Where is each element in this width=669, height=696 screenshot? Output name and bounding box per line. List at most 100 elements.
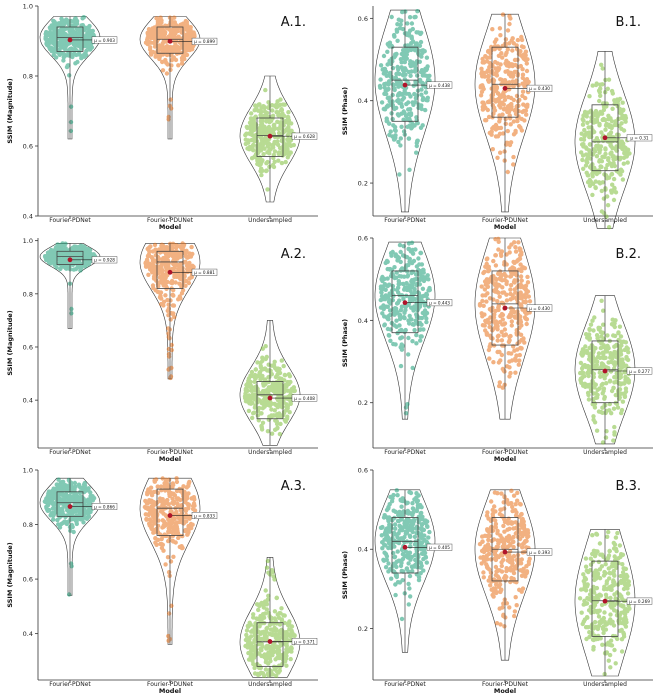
- data-point: [387, 132, 392, 138]
- data-point: [82, 42, 87, 47]
- data-point: [486, 48, 491, 54]
- data-point: [176, 63, 181, 68]
- data-point: [418, 39, 424, 45]
- data-point: [163, 480, 168, 486]
- data-point: [595, 114, 600, 120]
- data-point: [77, 484, 83, 490]
- data-point: [185, 532, 190, 537]
- data-point: [616, 132, 621, 138]
- data-point: [509, 351, 514, 356]
- data-point: [492, 108, 498, 113]
- data-point: [53, 29, 58, 35]
- data-point: [497, 113, 502, 118]
- data-point: [387, 308, 393, 313]
- data-point: [385, 62, 390, 67]
- mean-label: μ = 0.866: [94, 504, 115, 509]
- data-point: [399, 124, 404, 129]
- data-point: [264, 161, 269, 166]
- data-point: [498, 33, 503, 38]
- data-point: [386, 79, 392, 84]
- data-point: [582, 363, 587, 368]
- data-point: [44, 38, 49, 43]
- data-point: [276, 126, 281, 131]
- data-point: [252, 385, 258, 390]
- data-point: [389, 14, 394, 20]
- y-tick-label: 1.0: [23, 237, 33, 245]
- data-point: [508, 274, 513, 279]
- data-point: [268, 616, 273, 621]
- data-point: [504, 63, 510, 68]
- data-point: [252, 637, 257, 643]
- data-point: [599, 334, 604, 339]
- data-point: [495, 155, 500, 160]
- data-point: [158, 15, 163, 20]
- data-point: [591, 371, 596, 376]
- data-point: [257, 162, 262, 168]
- data-point: [610, 182, 615, 187]
- data-point: [504, 252, 509, 257]
- data-point: [152, 529, 157, 535]
- data-point: [596, 180, 602, 185]
- data-point: [399, 347, 405, 352]
- data-point: [278, 643, 283, 648]
- data-point: [145, 506, 150, 512]
- data-point: [427, 287, 432, 293]
- data-point: [88, 254, 93, 260]
- data-point: [412, 286, 417, 292]
- data-point: [603, 435, 609, 440]
- mean-label-box: [191, 512, 218, 519]
- data-point: [503, 116, 508, 122]
- strip-points: [243, 558, 297, 678]
- data-point: [147, 245, 152, 250]
- data-point: [155, 523, 161, 528]
- data-point: [260, 158, 265, 163]
- data-point: [505, 128, 510, 134]
- data-point: [527, 299, 533, 304]
- data-point: [174, 531, 179, 536]
- data-point: [67, 27, 73, 32]
- data-point: [424, 292, 430, 297]
- data-point: [171, 293, 176, 298]
- data-point: [487, 296, 493, 301]
- data-point: [408, 59, 413, 64]
- data-point: [148, 50, 154, 56]
- data-point: [417, 262, 422, 267]
- data-point: [178, 276, 183, 281]
- data-point: [517, 246, 522, 251]
- data-point: [601, 364, 606, 369]
- data-point: [410, 251, 416, 256]
- data-point: [406, 107, 411, 112]
- data-point: [45, 507, 50, 512]
- data-point: [168, 317, 173, 322]
- data-point: [269, 413, 274, 418]
- data-point: [182, 32, 188, 37]
- data-point: [163, 293, 168, 298]
- data-point: [406, 335, 411, 341]
- data-point: [153, 54, 158, 59]
- data-point: [154, 508, 159, 514]
- data-point: [598, 93, 603, 99]
- data-point: [244, 124, 249, 130]
- data-point: [512, 260, 517, 266]
- data-point: [516, 257, 522, 262]
- data-point: [67, 592, 72, 597]
- data-point: [151, 285, 156, 291]
- data-point: [168, 559, 174, 564]
- panel-b1: 0.2 0.4 0.6 SSIM (Phase) Model B.1. Fourier-PD…: [335, 0, 669, 232]
- y-tick-label: 0.6: [358, 235, 368, 243]
- data-point: [172, 29, 178, 34]
- data-point: [266, 100, 271, 105]
- data-point: [520, 72, 526, 77]
- data-point: [491, 315, 497, 320]
- data-point: [74, 519, 79, 524]
- data-point: [52, 19, 57, 25]
- data-point: [487, 356, 492, 361]
- data-point: [248, 123, 253, 129]
- data-point: [590, 318, 595, 323]
- data-point: [612, 360, 617, 365]
- data-point: [170, 303, 176, 308]
